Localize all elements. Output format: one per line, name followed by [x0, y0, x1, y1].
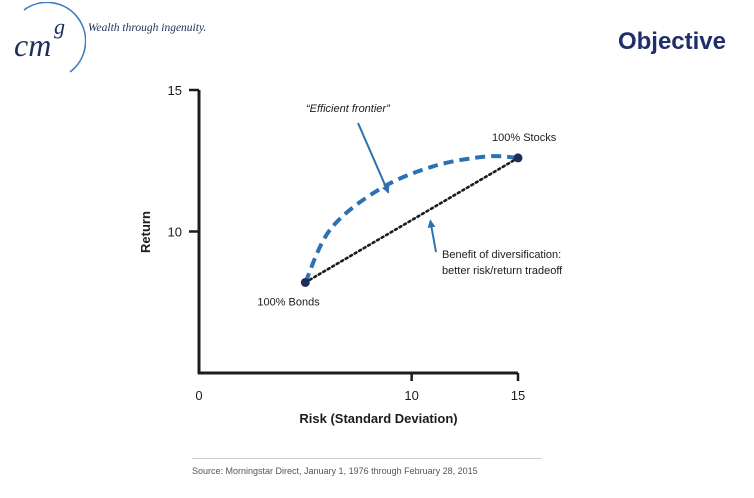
logo-superscript: g	[54, 14, 65, 39]
y-tick-label: 15	[168, 83, 182, 98]
efficient-frontier-line	[303, 154, 519, 284]
benefit-arrow	[427, 219, 437, 253]
x-axis-label: Risk (Standard Deviation)	[299, 411, 457, 426]
stocks-point	[513, 153, 523, 163]
x-tick-label: 15	[511, 388, 525, 403]
benefit-annotation-line2: better risk/return tradeoff	[442, 265, 563, 277]
cmg-logo: cm g	[4, 1, 87, 80]
benefit-annotation-line1: Benefit of diversification:	[442, 249, 561, 261]
frontier-annotation: “Efficient frontier”	[306, 103, 391, 115]
diversification-line	[304, 156, 520, 284]
logo-arc	[23, 1, 87, 73]
y-axis-label: Return	[138, 211, 153, 253]
x-tick-label: 10	[404, 388, 418, 403]
bonds-point	[300, 277, 310, 287]
x-tick-label: 0	[195, 388, 202, 403]
source-note: Source: Morningstar Direct, January 1, 1…	[192, 466, 478, 476]
stocks-label: 100% Stocks	[492, 132, 557, 144]
frontier-arrow	[357, 122, 390, 194]
source-divider	[192, 458, 542, 459]
page-title: Objective	[617, 28, 726, 55]
bonds-label: 100% Bonds	[257, 296, 320, 308]
y-tick-label: 10	[168, 225, 182, 240]
logo-text: cm	[14, 27, 51, 63]
tagline: Wealth through ingenuity.	[88, 22, 207, 34]
